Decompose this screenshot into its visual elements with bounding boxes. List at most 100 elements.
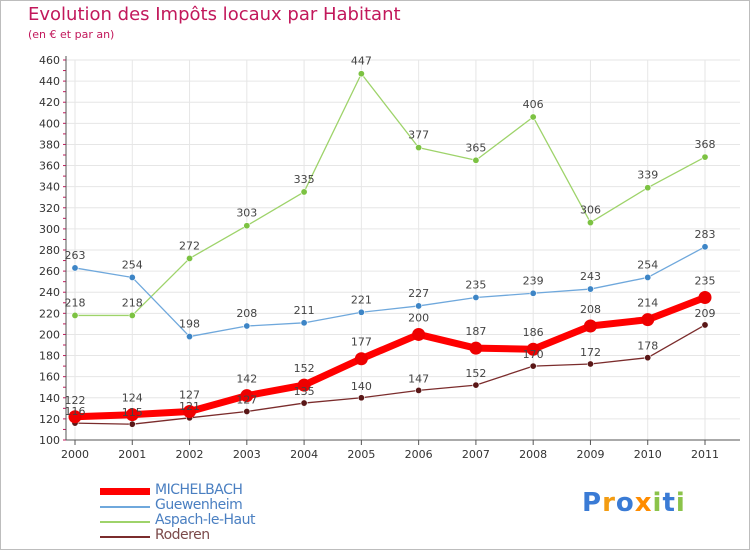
data-label-michelbach: 186: [523, 326, 544, 339]
data-point-michelbach: [412, 327, 426, 341]
data-point-aspach-le-haut: [586, 219, 594, 227]
data-point-aspach-le-haut: [357, 70, 365, 78]
data-point-roderen: [243, 407, 251, 415]
y-tick-label: 220: [39, 307, 60, 320]
data-label-guewenheim: 254: [637, 258, 658, 271]
data-point-roderen: [300, 399, 308, 407]
data-point-guewenheim: [128, 273, 136, 281]
legend-label: MICHELBACH: [155, 482, 243, 498]
data-point-michelbach: [354, 352, 368, 366]
data-point-michelbach: [469, 341, 483, 355]
data-label-aspach-le-haut: 339: [637, 169, 658, 182]
x-tick-label: 2006: [405, 448, 433, 461]
data-label-michelbach: 235: [695, 275, 716, 288]
y-tick-label: 180: [39, 350, 60, 363]
data-label-aspach-le-haut: 218: [122, 296, 143, 309]
data-label-aspach-le-haut: 335: [294, 173, 315, 186]
data-label-guewenheim: 254: [122, 258, 143, 271]
data-point-guewenheim: [586, 285, 594, 293]
x-tick-label: 2004: [290, 448, 318, 461]
data-point-michelbach: [68, 410, 82, 424]
data-label-michelbach: 124: [122, 392, 143, 405]
x-tick-label: 2000: [61, 448, 89, 461]
chart-subtitle: (en € et par an): [28, 28, 115, 41]
data-label-aspach-le-haut: 306: [580, 204, 601, 217]
y-tick-label: 160: [39, 371, 60, 384]
data-label-roderen: 121: [179, 400, 200, 413]
series-line-roderen: [74, 324, 706, 425]
x-tick-label: 2001: [118, 448, 146, 461]
data-point-aspach-le-haut: [300, 188, 308, 196]
data-point-guewenheim: [529, 289, 537, 297]
data-point-guewenheim: [472, 293, 480, 301]
data-label-roderen: 147: [408, 372, 429, 385]
data-point-roderen: [472, 381, 480, 389]
data-label-roderen: 209: [695, 307, 716, 320]
y-tick-label: 340: [39, 181, 60, 194]
legend-swatch: [100, 521, 150, 523]
data-point-roderen: [644, 354, 652, 362]
data-point-aspach-le-haut: [415, 144, 423, 152]
y-tick-label: 240: [39, 286, 60, 299]
data-point-roderen: [529, 362, 537, 370]
data-label-michelbach: 187: [465, 325, 486, 338]
data-point-michelbach: [526, 342, 540, 356]
series-line-michelbach: [71, 294, 709, 421]
y-tick-label: 100: [39, 434, 60, 447]
data-point-aspach-le-haut: [128, 311, 136, 319]
legend-label: Aspach-le-Haut: [155, 512, 255, 528]
data-label-guewenheim: 227: [408, 287, 429, 300]
data-point-aspach-le-haut: [186, 254, 194, 262]
data-label-roderen: 152: [465, 367, 486, 380]
data-point-michelbach: [183, 405, 197, 418]
data-label-michelbach: 122: [65, 394, 86, 407]
data-point-guewenheim: [644, 273, 652, 281]
x-tick-label: 2007: [462, 448, 490, 461]
data-label-michelbach: 152: [294, 362, 315, 375]
legend-swatch: [100, 506, 150, 508]
data-label-guewenheim: 239: [523, 274, 544, 287]
data-point-roderen: [586, 360, 594, 368]
data-point-michelbach: [641, 313, 655, 327]
data-point-guewenheim: [300, 319, 308, 327]
data-label-roderen: 178: [637, 340, 658, 353]
proxiti-logo: Proxiti: [582, 488, 686, 518]
data-label-roderen: 170: [523, 348, 544, 361]
series-line-aspach-le-haut: [74, 73, 706, 317]
legend-swatch: [100, 488, 150, 495]
data-point-michelbach: [125, 408, 139, 422]
data-point-roderen: [357, 394, 365, 402]
chart-title: Evolution des Impôts locaux par Habitant: [28, 4, 401, 25]
y-tick-label: 320: [39, 202, 60, 215]
data-label-michelbach: 177: [351, 336, 372, 349]
data-point-roderen: [701, 321, 709, 329]
data-label-aspach-le-haut: 365: [465, 141, 486, 154]
data-label-guewenheim: 263: [65, 249, 86, 262]
data-point-aspach-le-haut: [701, 153, 709, 161]
y-tick-label: 140: [39, 392, 60, 405]
data-point-michelbach: [240, 389, 254, 403]
data-label-michelbach: 208: [580, 303, 601, 316]
data-point-aspach-le-haut: [472, 156, 480, 164]
legend-swatch: [100, 536, 150, 538]
y-tick-label: 280: [39, 244, 60, 257]
y-tick-label: 400: [39, 117, 60, 130]
y-tick-label: 460: [39, 54, 60, 67]
x-tick-label: 2009: [576, 448, 604, 461]
x-tick-label: 2003: [233, 448, 261, 461]
data-label-aspach-le-haut: 377: [408, 129, 429, 142]
y-tick-label: 260: [39, 265, 60, 278]
data-point-aspach-le-haut: [71, 311, 79, 319]
data-label-guewenheim: 211: [294, 304, 315, 317]
data-label-guewenheim: 235: [465, 279, 486, 292]
data-label-aspach-le-haut: 406: [523, 98, 544, 111]
data-label-roderen: 115: [122, 406, 143, 419]
data-label-roderen: 140: [351, 380, 372, 393]
y-tick-label: 360: [39, 160, 60, 173]
data-label-guewenheim: 208: [236, 307, 257, 320]
data-point-guewenheim: [71, 264, 79, 272]
data-label-aspach-le-haut: 303: [236, 207, 257, 220]
x-tick-label: 2011: [691, 448, 719, 461]
data-point-roderen: [128, 420, 136, 428]
data-label-aspach-le-haut: 218: [65, 296, 86, 309]
